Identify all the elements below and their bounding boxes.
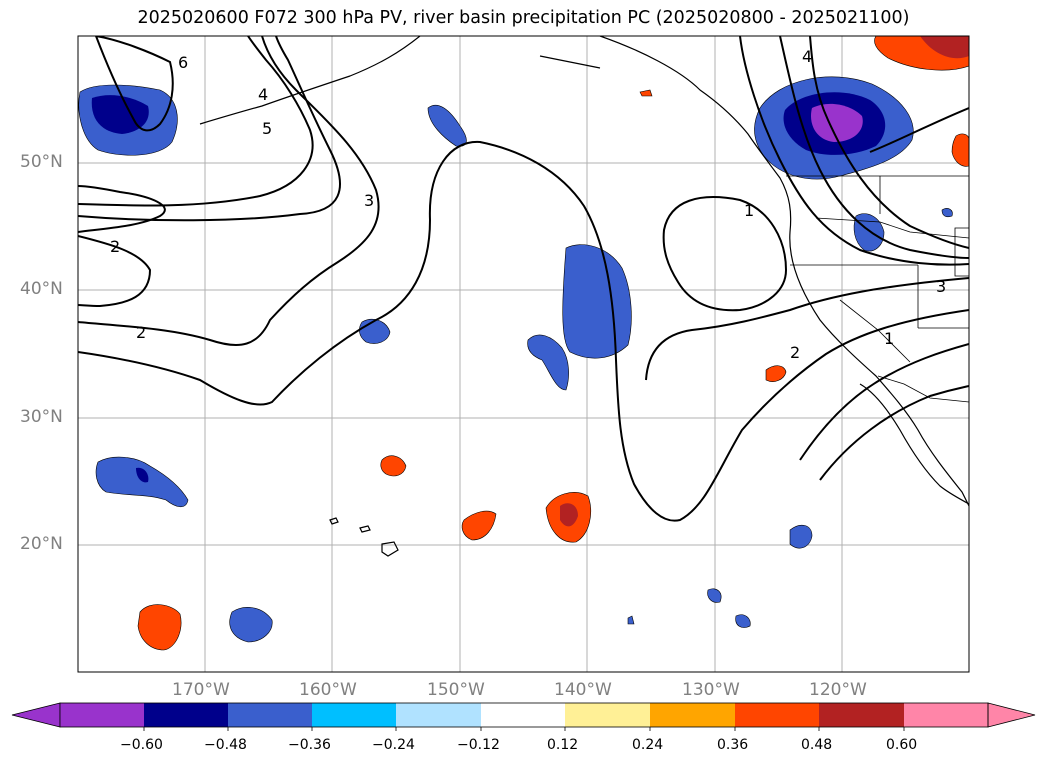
pv-contours <box>78 36 969 522</box>
lon-label: 150°W <box>427 680 485 700</box>
coastlines <box>199 36 969 557</box>
colorbar-tick-label: 0.12 <box>547 737 579 753</box>
map-frame <box>77 35 970 673</box>
lon-label: 170°W <box>172 680 230 700</box>
colorbar-tick-label: 0.24 <box>632 737 664 753</box>
contour-label: 4 <box>258 85 268 104</box>
positive-anomaly-regions <box>137 36 969 651</box>
negative-anomaly-regions <box>78 76 953 643</box>
lon-label: 160°W <box>299 680 357 700</box>
contour-label: 2 <box>136 323 146 342</box>
contour-label: 1 <box>744 201 754 220</box>
colorbar-tick-label: 0.48 <box>801 737 833 753</box>
contour-label: 2 <box>110 237 120 256</box>
contour-label: 4 <box>802 47 812 66</box>
map-title: 2025020600 F072 300 hPa PV, river basin … <box>137 8 910 28</box>
pv-contour-labels: 6 4 5 3 2 2 1 2 1 3 4 <box>110 47 946 362</box>
colorbar <box>11 702 1036 731</box>
colorbar-tick-label: −0.12 <box>457 737 500 753</box>
colorbar-tick-label: 0.36 <box>717 737 749 753</box>
lat-label: 30°N <box>20 407 63 427</box>
contour-label: 5 <box>262 119 272 138</box>
lat-label: 20°N <box>20 534 63 554</box>
contour-label: 3 <box>364 191 374 210</box>
colorbar-tick-label: −0.48 <box>204 737 247 753</box>
borders <box>786 175 969 403</box>
colorbar-tick-label: −0.60 <box>120 737 163 753</box>
contour-label: 6 <box>178 53 188 72</box>
lat-label: 50°N <box>20 152 63 172</box>
contour-label: 1 <box>884 329 894 348</box>
colorbar-tick-label: 0.60 <box>886 737 918 753</box>
colorbar-tick-label: −0.36 <box>288 737 331 753</box>
contour-label: 2 <box>790 343 800 362</box>
contour-label: 3 <box>936 277 946 296</box>
lon-label: 120°W <box>809 680 867 700</box>
lon-label: 140°W <box>554 680 612 700</box>
colorbar-tick-label: −0.24 <box>372 737 415 753</box>
lon-label: 130°W <box>682 680 740 700</box>
lat-label: 40°N <box>20 279 63 299</box>
